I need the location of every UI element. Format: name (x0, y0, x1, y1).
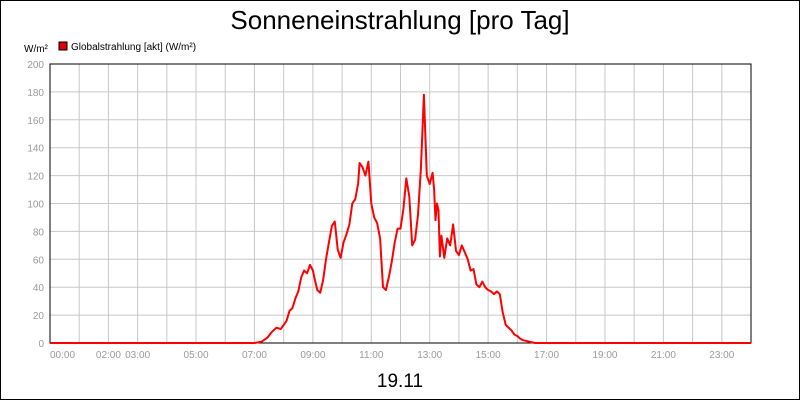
x-tick-label: 02:00 (96, 350, 121, 361)
chart-title: Sonneneinstrahlung [pro Tag] (230, 5, 569, 35)
legend-swatch (58, 41, 68, 51)
x-tick-label: 05:00 (184, 350, 209, 361)
x-tick-label: 17:00 (534, 350, 559, 361)
x-tick-label: 21:00 (651, 350, 676, 361)
x-tick-label: 07:00 (242, 350, 267, 361)
y-tick-label: 120 (27, 172, 44, 183)
axis-ticks: 0 20 40 60 80 100 120 140 160 180 200 00:00 02:00 03:… (27, 60, 734, 361)
x-tick-label: 09:00 (300, 350, 325, 361)
globalstrahlung-series-line (50, 93, 751, 344)
y-tick-label: 160 (27, 116, 44, 127)
y-tick-label: 200 (27, 60, 44, 71)
y-tick-label: 140 (27, 144, 44, 155)
y-tick-label: 20 (33, 311, 45, 322)
y-tick-label: 0 (38, 339, 44, 350)
x-tick-label: 19:00 (592, 350, 617, 361)
x-tick-label: 11:00 (359, 350, 384, 361)
x-tick-label: 23:00 (709, 350, 734, 361)
x-tick-label: 15:00 (476, 350, 501, 361)
y-tick-label: 80 (33, 227, 45, 238)
x-tick-label: 00:00 (50, 350, 75, 361)
date-label: 19.11 (377, 371, 423, 392)
y-tick-label: 100 (27, 200, 44, 211)
y-tick-label: 180 (27, 88, 44, 99)
x-tick-label: 03:00 (125, 350, 150, 361)
x-tick-label: 13:00 (417, 350, 442, 361)
y-tick-label: 60 (33, 255, 45, 266)
y-axis-unit-label: W/m² (24, 44, 49, 55)
plot-border (49, 63, 752, 344)
y-tick-label: 40 (33, 283, 45, 294)
grid-lines (50, 64, 751, 343)
legend-label: Globalstrahlung [akt] (W/m²) (71, 42, 196, 53)
